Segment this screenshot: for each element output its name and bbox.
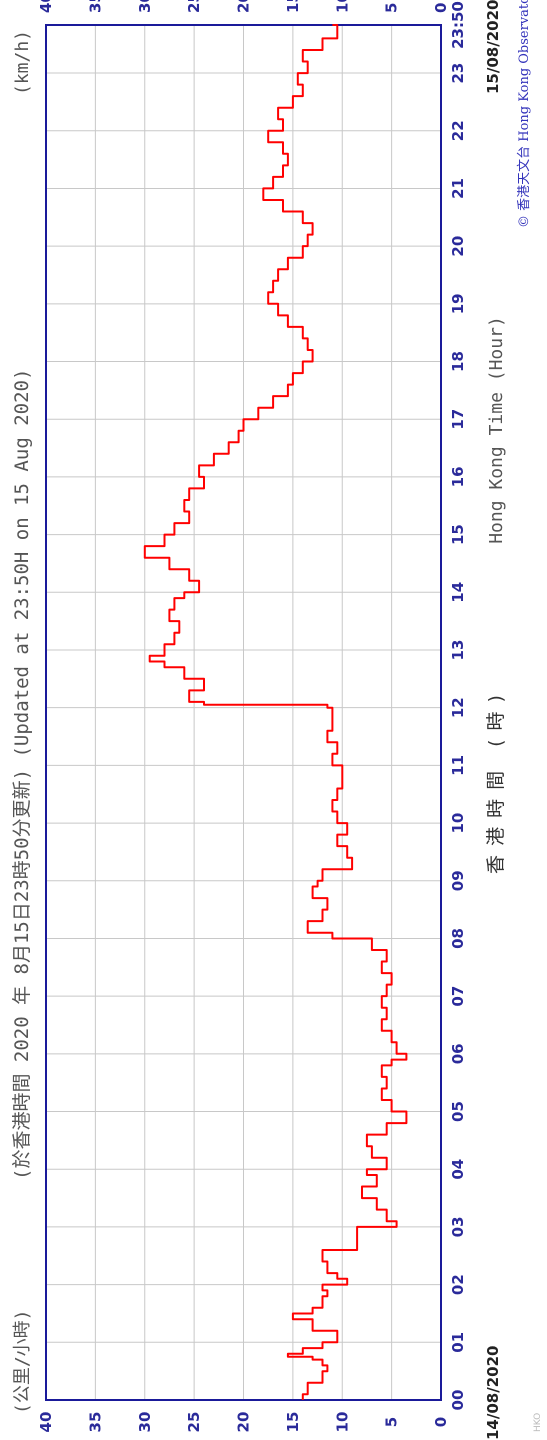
y-tick-label-right: 20 [235,0,253,13]
x-tick-label: 11 [449,755,467,776]
x-tick-label: 05 [449,1101,467,1122]
x-tick-label: 19 [449,293,467,314]
hko-copyright: © 香港天文台 Hong Kong Observatory [517,0,532,228]
y-tick-label-right: 0 [432,3,450,13]
x-axis-label-zh: 香港時間 (時) [485,686,507,874]
x-tick-label: 15 [449,524,467,545]
grid [45,24,442,1401]
x-tick-label: 09 [449,870,467,891]
x-tick-label: 21 [449,178,467,199]
x-tick-label: 01 [449,1332,467,1353]
x-tick-label: 23 [449,63,467,84]
y-unit-label-en: (km/h) [12,30,33,95]
wind-speed-series [143,24,408,1400]
start-date-label: 14/08/2020 [484,1346,502,1440]
x-tick-label: 08 [449,928,467,949]
y-tick-label-left: 30 [136,1412,154,1433]
plot-frame [45,24,442,1401]
x-tick-label: 00 [449,1390,467,1411]
y-unit-label-zh: (公里/小時) [12,1309,33,1414]
x-tick-label: 16 [449,466,467,487]
x-tick-label: 14 [449,582,467,603]
end-date-label: 15/08/2020 [484,0,502,94]
chart-title: (於香港時間 2020 年 8月15日23時50分更新) (Updated at… [11,369,33,1180]
x-tick-label: 18 [449,351,467,372]
x-tick-label: 20 [449,236,467,257]
x-tick-label: 03 [449,1216,467,1237]
y-tick-label-left: 5 [383,1417,401,1427]
y-tick-label-right: 35 [86,0,104,13]
x-tick-label: 07 [449,986,467,1007]
y-tick-label-left: 0 [432,1417,450,1427]
image-credit: HKO [533,1413,543,1432]
y-tick-label-left: 35 [86,1412,104,1433]
x-tick-labels: 00 01 02 03 04 05 06 07 08 09 10 11 12 13 14 15 16 17 18 19… [449,1,467,1410]
y-tick-labels: 0 0 5 5 10 10 15 15 20 20 25 25 30 30 35 35 40 40 [37,0,450,1432]
series-layer [143,24,408,1400]
y-tick-label-right: 10 [333,0,351,13]
y-tick-label-left: 20 [235,1412,253,1433]
x-tick-label: 10 [449,813,467,834]
y-tick-label-right: 30 [136,0,154,13]
x-tick-label: 04 [449,1159,467,1180]
y-tick-label-left: 15 [284,1412,302,1433]
y-tick-label-right: 15 [284,0,302,13]
x-tick-label: 12 [449,697,467,718]
x-tick-label: 06 [449,1043,467,1064]
x-tick-label: 02 [449,1274,467,1295]
y-tick-label-right: 5 [383,3,401,13]
y-tick-label-right: 25 [185,0,203,13]
x-tick-label: 17 [449,409,467,430]
y-tick-label-left: 40 [37,1412,55,1433]
y-tick-label-left: 25 [185,1412,203,1433]
x-tick-label: 22 [449,120,467,141]
x-tick-label: 23:50 [449,1,467,49]
y-tick-label-left: 10 [333,1412,351,1433]
x-tick-label: 13 [449,640,467,661]
y-tick-label-right: 40 [37,0,55,13]
x-axis-label-en: Hong Kong Time (Hour) [486,316,507,544]
